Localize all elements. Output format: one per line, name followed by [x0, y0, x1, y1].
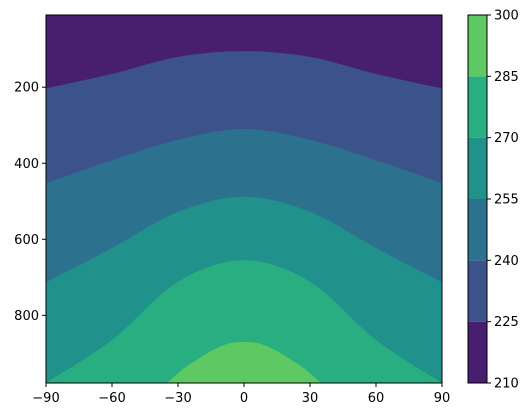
- x-tick-label: 0: [240, 391, 248, 406]
- y-axis: 200 400 600 800: [14, 81, 46, 324]
- contour-band-6: [167, 341, 321, 383]
- contour-band-5: [46, 260, 442, 383]
- x-tick-label: −30: [164, 391, 191, 406]
- colorbar-segment: [468, 76, 487, 138]
- colorbar-tick-label: 270: [494, 131, 519, 146]
- colorbar-tick-label: 285: [494, 70, 519, 85]
- colorbar-tick-label: 255: [494, 193, 519, 208]
- colorbar-tick-label: 300: [494, 9, 519, 24]
- colorbar-segment: [468, 137, 487, 199]
- x-tick-label: −90: [32, 391, 59, 406]
- colorbar-segment: [468, 321, 487, 383]
- plot-area: [46, 15, 442, 383]
- x-tick-label: 60: [368, 391, 385, 406]
- colorbar-segment: [468, 199, 487, 261]
- y-tick-label: 200: [14, 81, 39, 96]
- colorbar-segment: [468, 260, 487, 322]
- y-tick-label: 400: [14, 157, 39, 172]
- colorbar: 210 225 240 255 270 285 300: [467, 9, 519, 392]
- y-tick-label: 800: [14, 309, 39, 324]
- x-tick-label: 30: [302, 391, 319, 406]
- x-tick-label: 90: [434, 391, 451, 406]
- x-axis: −90 −60 −30 0 30 60 90: [32, 383, 450, 406]
- y-tick-label: 600: [14, 233, 39, 248]
- colorbar-segment: [468, 15, 487, 77]
- colorbar-tick-label: 210: [494, 377, 519, 392]
- colorbar-tick-label: 225: [494, 315, 519, 330]
- colorbar-tick-label: 240: [494, 254, 519, 269]
- x-tick-label: −60: [98, 391, 125, 406]
